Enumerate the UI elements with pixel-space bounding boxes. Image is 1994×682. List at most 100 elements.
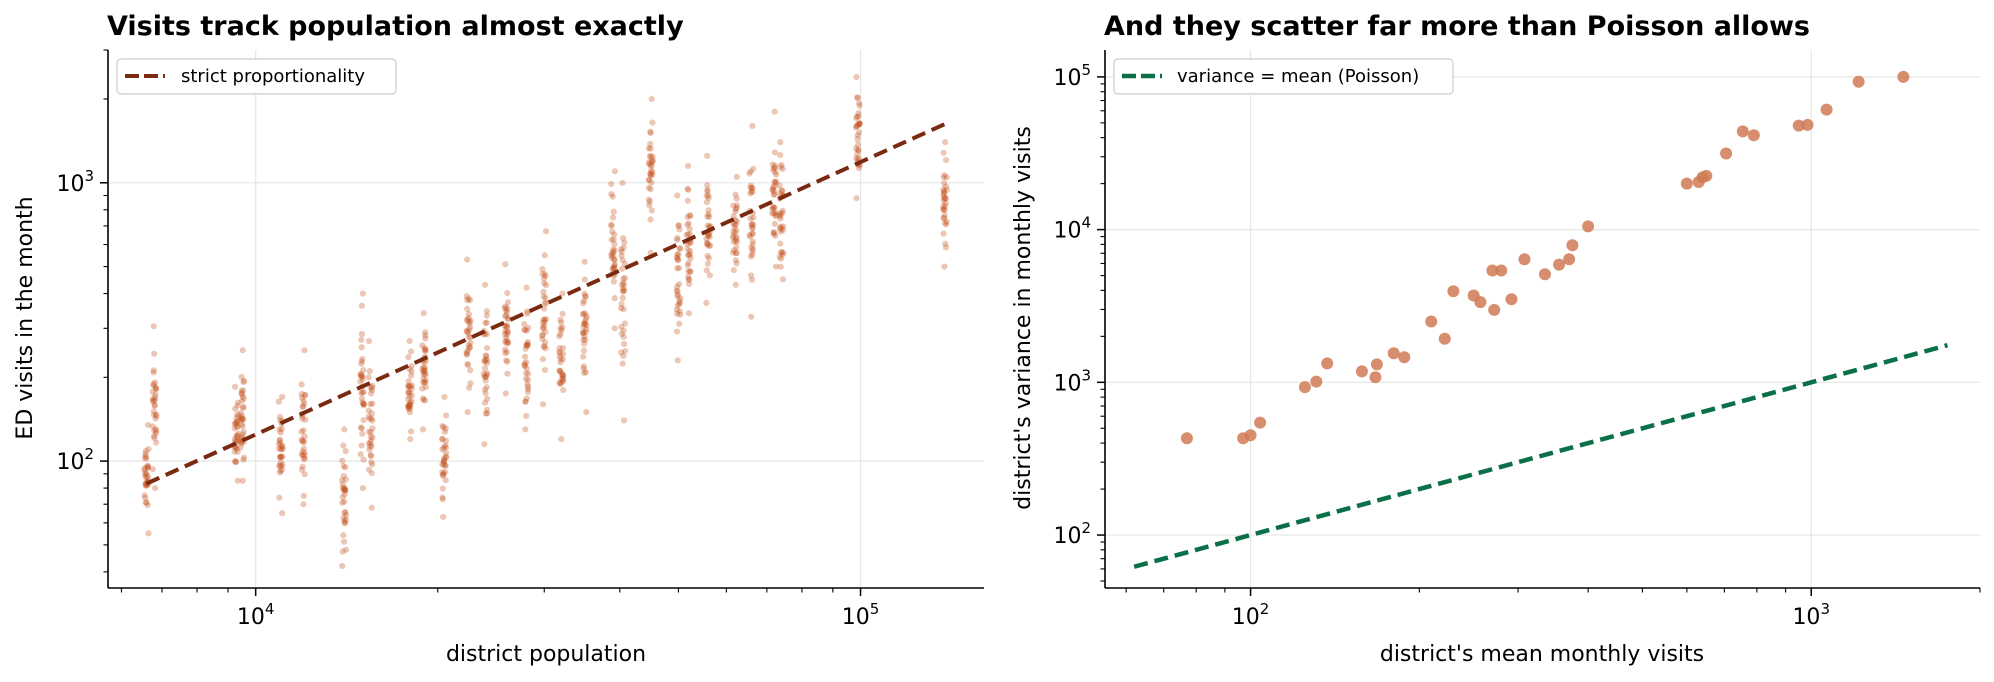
- left-data-point: [502, 261, 509, 268]
- left-data-point: [559, 377, 566, 384]
- left-data-point: [647, 170, 654, 178]
- left-data-point: [854, 150, 861, 157]
- left-data-point: [770, 191, 777, 198]
- left-data-point: [357, 371, 364, 378]
- left-data-point: [676, 320, 683, 327]
- left-data-point: [232, 405, 239, 412]
- left-data-point: [143, 474, 151, 482]
- left-data-point: [504, 328, 511, 335]
- left-data-point: [422, 347, 429, 354]
- left-data-point: [339, 493, 346, 501]
- left-data-point: [339, 457, 346, 464]
- left-data-point: [676, 308, 683, 315]
- left-data-point: [779, 207, 786, 214]
- left-data-point: [240, 387, 247, 394]
- left-data-point: [484, 370, 491, 377]
- right-data-point: [1486, 264, 1499, 277]
- left-data-point: [703, 192, 710, 200]
- left-data-point: [621, 347, 629, 355]
- left-data-point: [703, 267, 710, 274]
- left-data-point: [524, 341, 532, 348]
- right-data-point: [1310, 375, 1323, 388]
- left-data-point: [686, 276, 693, 284]
- left-data-point: [524, 310, 531, 317]
- left-data-point: [559, 371, 566, 378]
- left-data-point: [482, 352, 489, 359]
- left-data-point: [539, 319, 547, 326]
- left-data-point: [647, 172, 654, 179]
- left-data-point: [750, 214, 757, 221]
- left-data-point: [299, 437, 306, 445]
- right-data-point: [1298, 381, 1311, 394]
- left-data-point: [341, 491, 348, 498]
- left-data-point: [278, 425, 285, 433]
- left-data-point: [580, 311, 587, 318]
- left-data-point: [342, 546, 350, 553]
- left-data-point: [422, 329, 429, 336]
- left-data-point: [419, 365, 426, 373]
- left-data-point: [341, 487, 349, 494]
- left-data-point: [234, 423, 241, 430]
- left-data-point: [706, 272, 714, 279]
- left-data-point: [940, 190, 947, 197]
- left-data-point: [145, 464, 152, 471]
- left-data-point: [674, 235, 681, 242]
- left-data-point: [687, 254, 694, 262]
- left-data-point: [277, 440, 284, 447]
- left-data-point: [367, 384, 374, 391]
- left-data-point: [747, 253, 755, 260]
- left-data-point: [240, 456, 247, 463]
- left-data-point: [142, 471, 149, 478]
- left-data-point: [621, 260, 628, 267]
- left-data-point: [620, 327, 627, 334]
- left-data-point: [746, 232, 753, 239]
- left-data-point: [747, 182, 755, 189]
- left-data-point: [730, 213, 737, 220]
- left-data-point: [481, 357, 488, 364]
- left-data-point: [749, 224, 756, 232]
- left-data-point: [771, 149, 779, 156]
- left-data-point: [647, 140, 654, 148]
- left-data-point: [369, 425, 376, 432]
- left-data-point: [647, 170, 654, 177]
- left-data-point: [150, 411, 158, 419]
- left-data-point: [609, 214, 617, 221]
- left-data-point: [645, 184, 652, 191]
- left-data-point: [481, 281, 489, 288]
- left-data-point: [704, 213, 711, 220]
- left-data-point: [647, 153, 654, 160]
- left-data-point: [772, 209, 779, 216]
- left-data-point: [360, 402, 367, 409]
- left-data-point: [543, 315, 550, 323]
- left-data-point: [503, 357, 510, 364]
- left-data-point: [277, 445, 285, 452]
- left-data-point: [733, 249, 740, 257]
- left-data-point: [778, 225, 785, 232]
- left-data-point: [540, 316, 547, 323]
- left-data-point: [466, 384, 473, 391]
- left-data-point: [770, 204, 777, 211]
- left-data-point: [942, 156, 950, 164]
- left-data-point: [240, 377, 248, 385]
- left-x-tick-exponent: 5: [870, 600, 880, 618]
- left-data-point: [144, 501, 151, 509]
- left-data-point: [748, 221, 756, 228]
- left-data-point: [684, 197, 691, 204]
- left-data-point: [240, 378, 247, 386]
- left-data-point: [647, 152, 654, 160]
- right-legend-label: variance = mean (Poisson): [1177, 66, 1419, 87]
- left-data-point: [646, 198, 653, 205]
- left-data-point: [360, 401, 367, 408]
- left-data-point: [779, 227, 787, 234]
- left-data-point: [360, 389, 367, 396]
- left-data-point: [610, 264, 618, 271]
- left-y-tick-exponent: 3: [84, 167, 94, 185]
- left-data-point: [482, 373, 490, 380]
- left-data-point: [523, 327, 530, 334]
- left-data-point: [581, 318, 589, 325]
- left-data-point: [732, 221, 740, 228]
- left-data-point: [779, 251, 786, 258]
- left-data-point: [442, 437, 450, 444]
- left-data-point: [674, 293, 681, 300]
- left-data-point: [940, 188, 948, 195]
